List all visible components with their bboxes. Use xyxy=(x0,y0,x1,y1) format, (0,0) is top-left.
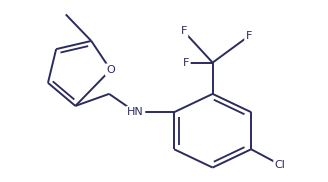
Text: F: F xyxy=(183,58,189,68)
Text: F: F xyxy=(246,31,252,41)
Text: HN: HN xyxy=(127,107,144,117)
Text: F: F xyxy=(180,26,187,36)
Text: O: O xyxy=(106,65,115,75)
Text: Cl: Cl xyxy=(275,160,285,170)
